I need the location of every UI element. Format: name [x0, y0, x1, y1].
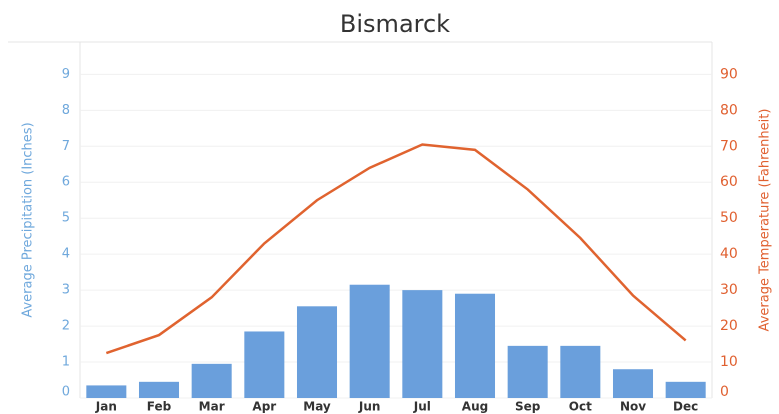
- bar: [86, 385, 127, 398]
- x-tick-label: Jun: [358, 400, 381, 414]
- y-tick-label: 4: [62, 247, 70, 262]
- y2-tick-label: 0: [720, 384, 729, 400]
- y2-tick-label: 40: [720, 246, 738, 262]
- x-tick-label: Nov: [620, 400, 646, 414]
- bar: [349, 284, 390, 398]
- bar: [296, 306, 338, 398]
- y2-tick-label: 60: [720, 174, 738, 190]
- bar: [191, 363, 232, 398]
- y2-tick-label: 70: [720, 138, 738, 154]
- x-tick-label: Aug: [462, 400, 488, 414]
- y-tick-label: 8: [62, 103, 70, 118]
- y-tick-label: 3: [62, 283, 70, 298]
- y-axis-label: Average Precipitation (Inches): [21, 122, 36, 317]
- bar: [612, 369, 654, 398]
- y2-tick-label: 50: [720, 210, 738, 226]
- y-tick-label: 2: [62, 319, 70, 334]
- x-tick-label: Mar: [199, 400, 225, 414]
- line: [105, 143, 687, 355]
- bar: [560, 345, 601, 398]
- bar: [665, 381, 706, 398]
- y2-tick-label: 90: [720, 66, 738, 82]
- chart-title: Bismarck: [340, 10, 450, 38]
- y-tick-label: 9: [62, 67, 70, 82]
- y-tick-label: 1: [62, 355, 70, 370]
- x-tick-label: Dec: [673, 400, 698, 414]
- x-tick-label: Jul: [413, 400, 431, 414]
- x-tick-label: Jan: [95, 400, 117, 414]
- y-tick-label: 6: [62, 175, 70, 190]
- y-tick-label: 5: [62, 211, 70, 226]
- y-tick-label: 0: [62, 385, 70, 400]
- x-tick-label: Sep: [515, 400, 541, 414]
- x-tick-label: Oct: [569, 400, 592, 414]
- bar: [507, 345, 548, 398]
- y2-tick-label: 30: [720, 282, 738, 298]
- bar: [138, 381, 180, 398]
- bar: [244, 331, 285, 398]
- x-tick-label: Feb: [147, 400, 172, 414]
- y2-axis-label: Average Temperature (Fahrenheit): [758, 109, 773, 332]
- y2-tick-label: 80: [720, 102, 738, 118]
- x-tick-label: May: [303, 400, 331, 414]
- y2-tick-label: 20: [720, 318, 738, 334]
- y-tick-label: 7: [62, 139, 70, 154]
- x-tick-label: Apr: [252, 400, 276, 414]
- y2-tick-label: 10: [720, 354, 738, 370]
- bar: [402, 290, 443, 398]
- bar: [454, 293, 496, 398]
